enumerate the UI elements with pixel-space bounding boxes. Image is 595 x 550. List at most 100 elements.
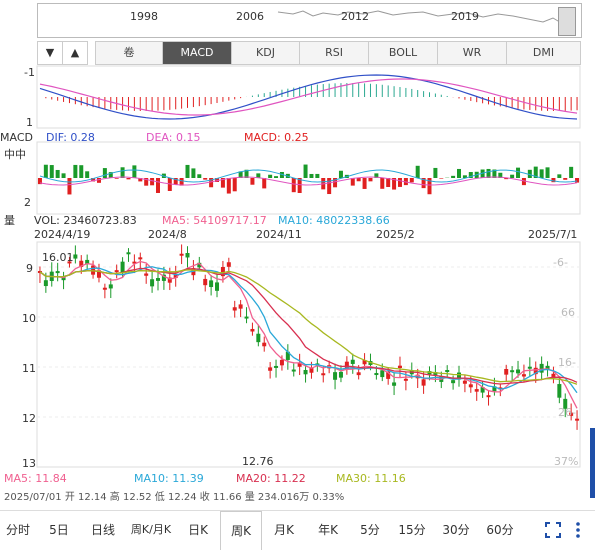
stock-chart[interactable] [0, 62, 595, 510]
macd-bar [186, 165, 190, 178]
candle-body [339, 372, 343, 378]
macd-bar [262, 178, 266, 188]
candle-body [392, 382, 396, 385]
candle-body [209, 280, 213, 287]
tab-day-k[interactable]: 日K [178, 511, 218, 549]
tab-30min[interactable]: 30分 [436, 511, 476, 549]
candle-body [351, 360, 355, 364]
macd-bar [156, 178, 160, 193]
macd-side-label: 中中 [4, 146, 26, 162]
navigator-handle[interactable] [558, 7, 576, 36]
candle-body [445, 370, 449, 372]
candle-body [121, 262, 125, 273]
volume-ma5: MA5: 54109717.17 [162, 214, 267, 227]
quote-line: 2025/07/01 开 12.14 高 12.52 低 12.24 收 11.… [4, 488, 344, 503]
dif-line [40, 170, 577, 182]
candle-body [227, 262, 231, 267]
candle-body [280, 360, 284, 365]
candle-body [245, 317, 249, 319]
price-axis-label: 13 [22, 457, 36, 470]
candle-body [504, 369, 508, 375]
ma10-legend: MA10: 11.39 [134, 472, 204, 485]
navigator-sparkline [38, 4, 581, 37]
tab-15min[interactable]: 15分 [392, 511, 432, 549]
macd-bar [339, 171, 343, 178]
candle-body [528, 367, 532, 369]
dif-value: DIF: 0.28 [46, 131, 95, 144]
price-axis-label: 11 [22, 362, 36, 375]
tab-5day[interactable]: 5日 [40, 511, 78, 549]
pct-axis-label: 66 [561, 306, 575, 319]
macd-bar [44, 165, 48, 178]
macd-bar [191, 168, 195, 178]
candle-body [115, 270, 119, 272]
candle-body [186, 253, 190, 257]
candle-body [268, 367, 272, 370]
navigator-year: 2019 [451, 10, 479, 23]
dea-value: DEA: 0.15 [146, 131, 200, 144]
period-tab-bar: 分时 5日 日线 周K/月K 日K 周K 月K 年K 5分 15分 30分 60… [0, 510, 595, 550]
candle-body [487, 395, 491, 397]
macd-bar [516, 168, 520, 178]
indicator-toolbar: ▼ ▲ 卷 MACD KDJ RSI BOLL WR DMI [37, 41, 580, 63]
macd-bar [233, 178, 237, 191]
macd-value: MACD: 0.25 [244, 131, 309, 144]
fullscreen-icon[interactable] [545, 522, 561, 538]
macd-bar [457, 169, 461, 178]
macd-bar [97, 178, 101, 183]
candle-body [239, 304, 243, 308]
macd-bar [274, 176, 278, 178]
date-label: 2025/7/1 [528, 228, 577, 241]
macd-bar [569, 167, 573, 178]
candle-body [56, 271, 60, 273]
macd-bar [85, 171, 89, 178]
tab-60min[interactable]: 60分 [480, 511, 520, 549]
tab-5min[interactable]: 5分 [352, 511, 388, 549]
candle-body [516, 370, 520, 374]
macd-bar [268, 175, 272, 178]
date-label: 2024/8 [148, 228, 187, 241]
macd-bar [416, 166, 420, 178]
macd-bar [398, 178, 402, 187]
candle-body [510, 370, 514, 372]
macd-bar [132, 165, 136, 178]
candle-body [522, 374, 526, 376]
tab-daily-line[interactable]: 日线 [82, 511, 124, 549]
candle-body [91, 266, 95, 275]
candle-body [404, 379, 408, 381]
volume-ma10: MA10: 48022338.66 [278, 214, 390, 227]
tab-week-month[interactable]: 周K/月K [126, 511, 176, 549]
tab-week-k[interactable]: 周K [220, 511, 262, 550]
pct-axis-label: 16- [558, 356, 576, 369]
kdj-top-label: -1 [24, 66, 35, 79]
more-options-icon[interactable] [575, 521, 581, 539]
candle-body [203, 279, 207, 285]
candle-body [374, 373, 378, 375]
candle-body [156, 278, 160, 281]
ma20-legend: MA20: 11.22 [236, 472, 306, 485]
macd-bar [386, 178, 390, 187]
candle-body [469, 384, 473, 387]
macd-bar [357, 178, 361, 181]
date-label: 2024/4/19 [34, 228, 90, 241]
ma10-line [40, 267, 577, 393]
candle-body [357, 372, 361, 375]
macd-bar [410, 178, 414, 182]
time-navigator[interactable]: 1998 2006 2012 2019 [37, 3, 582, 38]
ma5-legend: MA5: 11.84 [4, 472, 67, 485]
navigator-year: 2006 [236, 10, 264, 23]
scroll-indicator[interactable] [590, 428, 595, 498]
candle-body [451, 380, 455, 383]
macd-bar [50, 165, 54, 178]
candle-body [250, 329, 254, 332]
date-label: 2024/11 [256, 228, 302, 241]
tab-year-k[interactable]: 年K [308, 511, 348, 549]
macd-bar [79, 165, 83, 178]
tab-month-k[interactable]: 月K [264, 511, 304, 549]
price-axis-label: 10 [22, 312, 36, 325]
macd-bar [439, 178, 443, 179]
tab-intraday[interactable]: 分时 [0, 511, 36, 549]
candle-body [109, 284, 113, 288]
macd-bar [315, 174, 319, 178]
candle-body [126, 252, 130, 254]
